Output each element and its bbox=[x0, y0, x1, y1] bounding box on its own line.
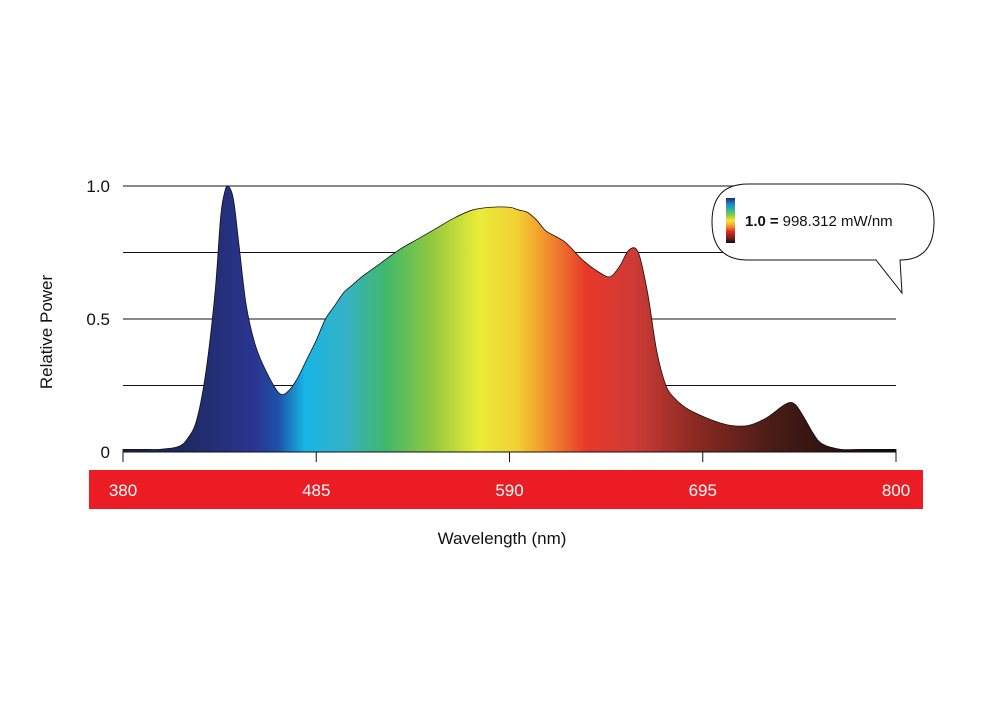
y-tick-label: 0.5 bbox=[86, 310, 110, 329]
x-tick-label: 800 bbox=[882, 481, 910, 500]
y-tick-labels: 0 0.5 1.0 bbox=[86, 177, 110, 462]
x-tick-label: 485 bbox=[302, 481, 330, 500]
y-axis-title: Relative Power bbox=[37, 274, 56, 389]
color-scale-bar bbox=[726, 198, 735, 243]
x-tick-labels: 380 485 590 695 800 bbox=[109, 481, 910, 500]
svg-text:1.0=998.312 mW/nm: 1.0 = 998.312 mW/nm bbox=[745, 213, 893, 230]
callout-bubble: 1.0 = 998.312 mW/nm bbox=[711, 183, 935, 295]
callout-value: 1.0 bbox=[745, 213, 766, 230]
x-tick-label: 695 bbox=[689, 481, 717, 500]
y-tick-label: 1.0 bbox=[86, 177, 110, 196]
x-axis-band bbox=[89, 470, 923, 509]
y-tick-label: 0 bbox=[101, 443, 110, 462]
callout-outline bbox=[711, 183, 935, 295]
x-axis-title: Wavelength (nm) bbox=[438, 529, 567, 548]
x-tick-marks bbox=[122, 452, 897, 462]
x-tick-label: 590 bbox=[495, 481, 523, 500]
callout-equals: = bbox=[770, 213, 779, 230]
callout-unit: 998.312 mW/nm bbox=[783, 213, 893, 230]
x-tick-label: 380 bbox=[109, 481, 137, 500]
spectrum-area bbox=[122, 185, 897, 453]
